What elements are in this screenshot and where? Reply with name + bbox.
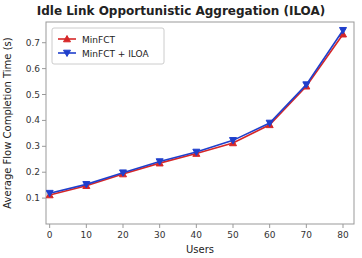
- y-tick-label: 0.7: [26, 38, 40, 48]
- x-tick-label: 70: [301, 230, 313, 240]
- y-tick: [42, 198, 46, 199]
- y-tick-label: 0.3: [26, 141, 40, 151]
- y-tick: [42, 68, 46, 69]
- data-point: [230, 138, 237, 144]
- y-tick-label: 0.6: [26, 64, 41, 74]
- x-tick: [269, 224, 270, 228]
- data-point: [156, 159, 163, 165]
- plot-area: [46, 27, 346, 197]
- series-line: [50, 34, 343, 195]
- y-axis-label: Average Flow Completion Time (s): [2, 37, 13, 208]
- chart: Idle Link Opportunistic Aggregation (ILO…: [0, 0, 362, 258]
- y-tick-label: 0.1: [26, 193, 40, 203]
- legend-box: [52, 28, 164, 64]
- x-tick: [196, 224, 197, 228]
- legend-marker: [64, 50, 71, 56]
- legend-marker: [64, 36, 71, 42]
- data-point: [120, 170, 127, 176]
- x-tick: [233, 224, 234, 228]
- plot-frame: [46, 22, 354, 224]
- x-axis-label: Users: [186, 244, 214, 255]
- y-tick: [42, 120, 46, 121]
- x-tick-label: 0: [47, 230, 53, 240]
- data-point: [340, 27, 347, 33]
- y-tick-label: 0.4: [26, 115, 41, 125]
- x-tick-label: 20: [117, 230, 129, 240]
- data-point: [83, 182, 90, 188]
- series-line: [50, 30, 343, 193]
- y-tick: [42, 172, 46, 173]
- y-tick: [42, 42, 46, 43]
- x-tick-label: 40: [191, 230, 203, 240]
- legend-label: MinFCT + ILOA: [82, 49, 149, 59]
- x-tick-label: 30: [154, 230, 166, 240]
- x-tick: [86, 224, 87, 228]
- data-point: [266, 120, 273, 126]
- x-tick: [159, 224, 160, 228]
- x-tick: [343, 224, 344, 228]
- y-tick-label: 0.5: [26, 90, 40, 100]
- x-tick-label: 50: [227, 230, 239, 240]
- data-point: [46, 190, 53, 196]
- legend-label: MinFCT: [82, 35, 115, 45]
- y-tick-label: 0.2: [26, 167, 40, 177]
- x-tick: [49, 224, 50, 228]
- legend: MinFCT MinFCT + ILOA: [52, 28, 164, 64]
- x-tick-label: 80: [337, 230, 349, 240]
- y-tick: [42, 146, 46, 147]
- data-point: [193, 149, 200, 155]
- x-tick: [123, 224, 124, 228]
- y-tick: [42, 94, 46, 95]
- x-tick: [306, 224, 307, 228]
- x-tick-label: 60: [264, 230, 276, 240]
- title: Idle Link Opportunistic Aggregation (ILO…: [37, 4, 326, 18]
- data-point: [303, 82, 310, 88]
- x-tick-label: 10: [81, 230, 93, 240]
